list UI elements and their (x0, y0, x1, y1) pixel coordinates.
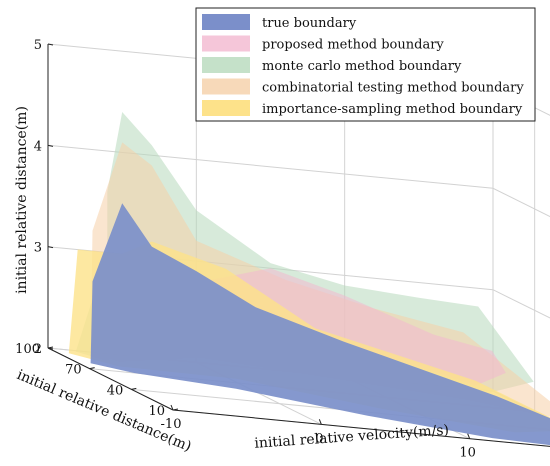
legend-swatch (202, 14, 250, 30)
legend-label: true boundary (262, 16, 357, 31)
y-axis-title: initial relative distance(m) (14, 367, 193, 455)
legend-label: combinatorial testing method boundary (262, 81, 524, 96)
x-axis-title: initial relative velocity(m/s) (254, 422, 450, 452)
y-tick-mark (47, 346, 54, 349)
z-tick-label: 2 (34, 342, 42, 357)
z-tick-mark (47, 43, 54, 46)
legend-label: proposed method boundary (262, 38, 444, 53)
x-tick-mark (170, 404, 174, 411)
y-tick-label: 100 (15, 342, 40, 357)
y-tick-mark (172, 408, 179, 411)
x-tick-label: 10 (459, 446, 476, 461)
surface-layer (68, 112, 550, 446)
y-tick-label: 10 (148, 404, 165, 419)
x-axis-line (172, 409, 550, 447)
z-tick-label: 5 (34, 38, 42, 53)
z-tick-mark (47, 246, 54, 249)
y-tick-mark (89, 367, 95, 370)
z-tick-label: 4 (34, 139, 42, 154)
legend-box (195, 7, 536, 122)
x-tick-mark (318, 419, 322, 425)
z-axis-title: initial relative distance(m) (14, 106, 30, 294)
z-tick-mark (47, 144, 54, 147)
y-tick-mark (131, 387, 137, 390)
legend: true boundary proposed method boundary mon… (195, 7, 536, 122)
legend-label: monte carlo method boundary (262, 59, 462, 74)
x-tick-label: -10 (161, 417, 182, 432)
x-tick-label: 0 (315, 431, 323, 446)
z-tick-label: 3 (34, 241, 42, 256)
legend-swatch (202, 57, 250, 73)
legend-swatch (202, 35, 250, 52)
y-axis-line (47, 347, 174, 411)
x-tick-mark (467, 433, 471, 439)
legend-label: importance-sampling method boundary (262, 102, 523, 117)
legend-swatch (202, 78, 250, 95)
y-tick-label: 70 (65, 363, 82, 378)
legend-swatch (202, 100, 250, 116)
surface-true-boundary (90, 203, 550, 446)
y-tick-label: 40 (107, 383, 124, 398)
